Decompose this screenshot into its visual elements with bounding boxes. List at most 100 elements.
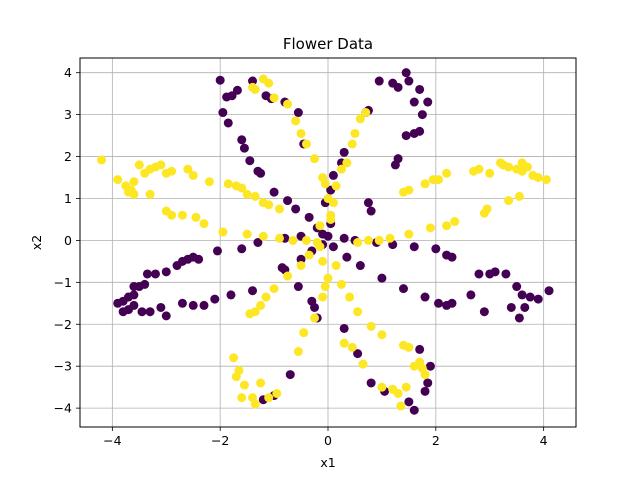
scatter-point-class-1 [234, 365, 244, 375]
x-tick-label: −2 [211, 433, 229, 448]
x-tick-label: −4 [103, 433, 121, 448]
scatter-point-class-1 [479, 208, 489, 218]
scatter-point-class-0 [293, 108, 303, 118]
scatter-point-class-0 [401, 68, 411, 78]
scatter-point-class-0 [256, 168, 266, 178]
y-tick-label: −2 [54, 317, 72, 332]
scatter-point-class-0 [140, 279, 150, 289]
scatter-point-class-0 [420, 386, 430, 396]
scatter-point-class-1 [347, 342, 357, 352]
scatter-point-class-0 [525, 292, 535, 302]
scatter-point-class-1 [269, 93, 279, 103]
scatter-point-class-1 [396, 401, 406, 411]
scatter-point-class-0 [425, 361, 435, 371]
scatter-point-class-1 [320, 282, 330, 292]
x-tick-label: 4 [540, 433, 548, 448]
scatter-point-class-1 [342, 158, 352, 168]
scatter-point-class-0 [366, 378, 376, 388]
scatter-point-class-0 [447, 298, 457, 308]
scatter-point-class-0 [434, 298, 444, 308]
scatter-point-class-0 [420, 292, 430, 302]
scatter-point-class-0 [415, 84, 425, 94]
scatter-point-class-0 [517, 290, 527, 300]
scatter-point-class-1 [485, 168, 495, 178]
scatter-point-class-1 [398, 187, 408, 197]
scatter-point-class-1 [361, 108, 371, 118]
scatter-point-class-1 [264, 200, 274, 210]
y-tick-label: 4 [64, 65, 72, 80]
scatter-point-class-0 [212, 246, 222, 256]
scatter-point-class-0 [304, 212, 314, 222]
scatter-point-class-0 [409, 242, 419, 252]
scatter-point-class-0 [245, 156, 255, 166]
scatter-point-class-0 [533, 294, 543, 304]
scatter-point-class-0 [161, 311, 171, 321]
scatter-point-class-0 [339, 147, 349, 157]
scatter-point-class-1 [336, 164, 346, 174]
scatter-point-class-0 [409, 128, 419, 138]
scatter-point-class-0 [501, 269, 511, 279]
y-axis-label: x2 [29, 235, 44, 250]
scatter-point-class-1 [366, 321, 376, 331]
scatter-point-class-0 [423, 378, 433, 388]
scatter-point-class-1 [517, 166, 527, 176]
scatter-point-class-0 [355, 261, 365, 271]
scatter-point-class-1 [167, 210, 177, 220]
scatter-point-class-1 [237, 393, 247, 403]
scatter-point-class-1 [469, 166, 479, 176]
scatter-point-class-1 [404, 229, 414, 239]
y-tick-label: 1 [64, 191, 72, 206]
scatter-point-class-0 [363, 198, 373, 208]
scatter-point-class-0 [283, 196, 293, 206]
scatter-point-class-1 [250, 84, 260, 94]
y-tick-label: −1 [54, 275, 72, 290]
scatter-point-class-0 [177, 298, 187, 308]
y-tick-label: 2 [64, 149, 72, 164]
scatter-point-class-1 [358, 359, 368, 369]
scatter-point-class-1 [331, 261, 341, 271]
scatter-point-class-1 [296, 261, 306, 271]
scatter-point-class-1 [191, 212, 201, 222]
scatter-point-class-0 [218, 108, 228, 118]
scatter-point-class-1 [315, 221, 325, 231]
scatter-point-class-0 [199, 300, 209, 310]
scatter-point-class-1 [428, 175, 438, 185]
scatter-point-class-1 [283, 271, 293, 281]
scatter-point-class-0 [239, 143, 249, 153]
scatter-point-class-0 [129, 300, 139, 310]
scatter-point-class-1 [264, 78, 274, 88]
scatter-point-class-0 [339, 233, 349, 243]
scatter-point-class-1 [353, 307, 363, 317]
scatter-point-class-1 [269, 284, 279, 294]
scatter-point-class-1 [442, 168, 452, 178]
scatter-point-class-0 [137, 307, 147, 317]
scatter-point-class-0 [374, 76, 384, 86]
scatter-point-class-1 [242, 229, 252, 239]
scatter-point-class-0 [544, 286, 554, 296]
scatter-point-class-1 [250, 399, 260, 409]
scatter-point-class-1 [250, 191, 260, 201]
scatter-point-class-0 [409, 97, 419, 107]
scatter-point-class-1 [288, 235, 298, 245]
scatter-point-class-1 [385, 233, 395, 243]
scatter-point-class-0 [490, 267, 500, 277]
scatter-point-class-1 [296, 128, 306, 138]
y-tick-label: 3 [64, 107, 72, 122]
scatter-point-class-1 [350, 128, 360, 138]
scatter-point-class-0 [447, 252, 457, 262]
scatter-point-class-1 [504, 196, 514, 206]
scatter-point-class-1 [320, 179, 330, 189]
scatter-point-class-1 [204, 177, 214, 187]
scatter-point-class-1 [347, 139, 357, 149]
scatter-point-class-1 [188, 170, 198, 180]
scatter-point-class-1 [293, 347, 303, 357]
scatter-point-class-1 [199, 219, 209, 229]
scatter-point-class-0 [237, 135, 247, 145]
scatter-point-class-1 [113, 175, 123, 185]
scatter-point-class-0 [194, 254, 204, 264]
scatter-point-class-1 [274, 233, 284, 243]
scatter-point-class-1 [420, 179, 430, 189]
y-axis-ticks: −4 −3 −2 −1 0 1 2 3 4 [54, 65, 80, 416]
scatter-point-class-0 [226, 290, 236, 300]
scatter-point-class-1 [167, 166, 177, 176]
